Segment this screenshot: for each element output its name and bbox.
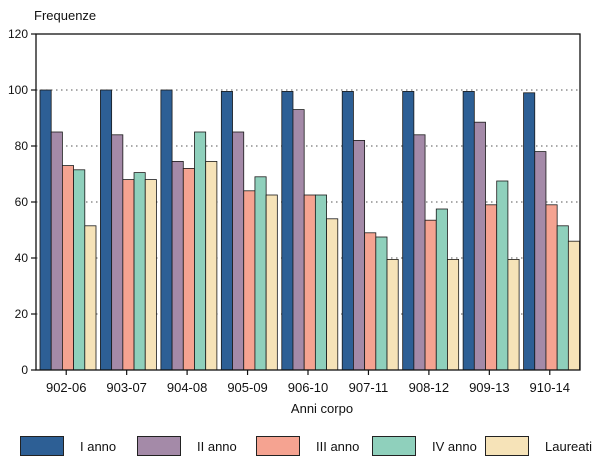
legend-swatch	[20, 436, 64, 456]
x-tick-label: 910-14	[530, 380, 570, 395]
legend-label: II anno	[197, 438, 237, 454]
legend-label: I anno	[80, 438, 117, 454]
bar-iv-anno-903-07	[133, 172, 146, 371]
bar-laureati-909-13	[507, 258, 520, 371]
bar-chart: 0 20 40 60 80 100 120 902-06 903-07 904-08 905-09…	[8, 8, 581, 416]
bar-iv-anno-908-12	[435, 208, 448, 371]
legend-item-iv-anno: IV anno	[372, 434, 477, 458]
legend-swatch	[372, 436, 416, 456]
legend-item-laureati: Laureati	[485, 434, 592, 458]
bar-i-anno-903-07	[100, 89, 113, 371]
bar-i-anno-910-14	[523, 92, 536, 371]
bar-iii-anno-904-08	[182, 167, 195, 371]
bar-i-anno-907-11	[341, 91, 354, 371]
bar-iii-anno-903-07	[122, 179, 135, 371]
bar-iv-anno-902-06	[73, 169, 86, 371]
legend-label: III anno	[316, 438, 360, 454]
x-tick-label: 905-09	[227, 380, 267, 395]
bar-i-anno-906-10	[281, 91, 294, 371]
y-tick-label: 60	[15, 195, 29, 209]
bar-laureati-910-14	[567, 240, 580, 371]
x-tick-label: 906-10	[288, 380, 328, 395]
bar-iii-anno-909-13	[485, 204, 498, 371]
y-axis-ticks: 0 20 40 60 80 100 120	[8, 27, 36, 377]
bar-laureati-904-08	[205, 160, 218, 371]
bar-iii-anno-906-10	[303, 194, 316, 371]
bar-ii-anno-908-12	[413, 134, 426, 371]
bar-i-anno-908-12	[402, 91, 415, 371]
bar-iv-anno-909-13	[496, 180, 509, 371]
bar-laureati-903-07	[144, 179, 157, 371]
bar-laureati-908-12	[447, 258, 460, 371]
bar-i-anno-909-13	[462, 91, 475, 371]
legend-label: Laureati	[545, 438, 592, 454]
bar-iii-anno-908-12	[424, 219, 437, 371]
bar-iii-anno-910-14	[545, 204, 558, 371]
legend-item-ii-anno: II anno	[137, 434, 237, 458]
bar-iii-anno-902-06	[62, 165, 75, 371]
y-tick-label: 120	[8, 27, 28, 41]
bars	[39, 89, 580, 371]
legend-label: IV anno	[432, 438, 477, 454]
bar-ii-anno-902-06	[50, 131, 63, 371]
y-axis-label: Frequenze	[34, 8, 96, 23]
bar-iv-anno-907-11	[375, 236, 388, 371]
legend-item-i-anno: I anno	[20, 434, 116, 458]
bar-i-anno-902-06	[39, 89, 52, 371]
bar-i-anno-905-09	[220, 91, 233, 371]
bar-ii-anno-906-10	[292, 109, 305, 371]
x-tick-label: 908-12	[409, 380, 449, 395]
bar-iv-anno-910-14	[556, 225, 569, 371]
y-tick-label: 100	[8, 83, 28, 97]
x-axis-label: Anni corpo	[291, 401, 353, 416]
bar-laureati-906-10	[326, 218, 339, 371]
bar-ii-anno-903-07	[111, 134, 124, 371]
x-tick-label: 903-07	[106, 380, 146, 395]
bar-ii-anno-905-09	[232, 131, 245, 371]
bar-iii-anno-907-11	[364, 232, 377, 371]
y-tick-label: 40	[15, 251, 29, 265]
bar-laureati-905-09	[265, 194, 278, 371]
legend-swatch	[485, 436, 529, 456]
legend-swatch	[137, 436, 181, 456]
bar-i-anno-904-08	[160, 89, 173, 371]
bar-ii-anno-910-14	[534, 151, 547, 371]
bar-iv-anno-904-08	[194, 131, 207, 371]
y-tick-label: 0	[21, 363, 28, 377]
legend-swatch	[256, 436, 300, 456]
bar-laureati-907-11	[386, 258, 399, 371]
legend-item-iii-anno: III anno	[256, 434, 359, 458]
bar-iii-anno-905-09	[243, 190, 256, 371]
x-tick-label: 909-13	[469, 380, 509, 395]
x-tick-label: 904-08	[167, 380, 207, 395]
x-axis-ticks: 902-06 903-07 904-08 905-09 906-10 907-11 908-…	[46, 370, 570, 395]
bar-ii-anno-904-08	[171, 160, 184, 371]
bar-ii-anno-909-13	[473, 121, 486, 371]
x-tick-label: 902-06	[46, 380, 86, 395]
bar-iv-anno-905-09	[254, 176, 267, 371]
x-tick-label: 907-11	[349, 380, 389, 395]
bar-iv-anno-906-10	[314, 194, 327, 371]
bar-laureati-902-06	[84, 225, 97, 371]
bar-ii-anno-907-11	[353, 139, 366, 371]
y-tick-label: 20	[15, 307, 29, 321]
legend: I anno II anno III anno IV anno Laureati	[0, 428, 600, 464]
y-tick-label: 80	[15, 139, 29, 153]
